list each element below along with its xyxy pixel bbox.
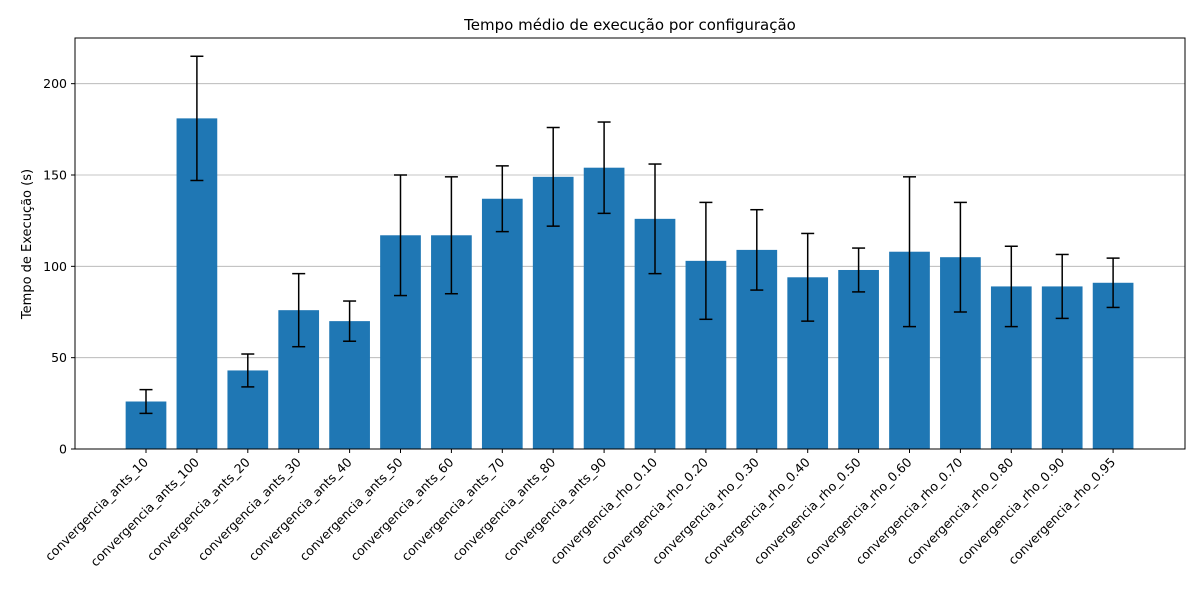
x-tick-label: convergencia_ants_80: [449, 454, 558, 563]
error-bar: [1055, 253, 1069, 320]
x-tick-label: convergencia_ants_60: [347, 454, 456, 563]
error-bar: [190, 55, 204, 182]
y-axis: 0 50 100 150 200: [43, 76, 75, 457]
error-bar: [903, 176, 916, 328]
chart-title: Tempo médio de execução por configuração: [463, 16, 796, 34]
y-axis-label: Tempo de Execução (s): [20, 169, 35, 320]
error-bar: [852, 247, 866, 293]
error-bar: [343, 300, 357, 342]
error-bar: [699, 201, 713, 321]
y-tick-label: 200: [43, 76, 67, 91]
bar: [1092, 282, 1134, 449]
bar: [838, 269, 879, 449]
error-bar: [750, 208, 764, 291]
bar: [583, 167, 625, 449]
x-tick-label: convergencia_ants_50: [296, 454, 405, 563]
error-bars: [139, 55, 1120, 415]
plot-frame: [74, 37, 1186, 450]
y-tick-label: 150: [43, 168, 67, 183]
error-bar: [444, 176, 458, 295]
y-tick-label: 100: [43, 259, 67, 274]
y-tick-label: 50: [51, 350, 67, 365]
x-axis: convergencia_ants_10convergencia_ants_10…: [42, 449, 1118, 569]
x-tick-label: convergencia_ants_40: [246, 454, 355, 563]
x-tick-label: convergencia_ants_10: [42, 454, 151, 563]
error-bar: [1106, 257, 1120, 309]
error-bar: [648, 163, 662, 275]
error-bar: [546, 126, 560, 227]
bar: [481, 198, 523, 449]
x-tick-label: convergencia_ants_20: [144, 454, 253, 563]
x-tick-label: convergencia_ants_90: [500, 454, 609, 563]
x-tick-label: convergencia_rho_0.95: [1005, 455, 1118, 568]
error-bar: [1004, 245, 1018, 328]
error-bar: [597, 121, 611, 215]
error-bar: [953, 201, 967, 313]
bars: [125, 118, 1134, 449]
error-bar: [394, 174, 407, 297]
error-bar: [801, 232, 815, 322]
x-tick-label: convergencia_ants_70: [398, 454, 507, 563]
error-bar: [495, 165, 509, 233]
y-tick-label: 0: [59, 442, 67, 457]
error-bar: [292, 272, 306, 348]
bar: [329, 321, 370, 449]
x-tick-label: convergencia_ants_30: [195, 454, 304, 563]
error-bar: [139, 388, 153, 415]
error-bar: [241, 353, 255, 388]
